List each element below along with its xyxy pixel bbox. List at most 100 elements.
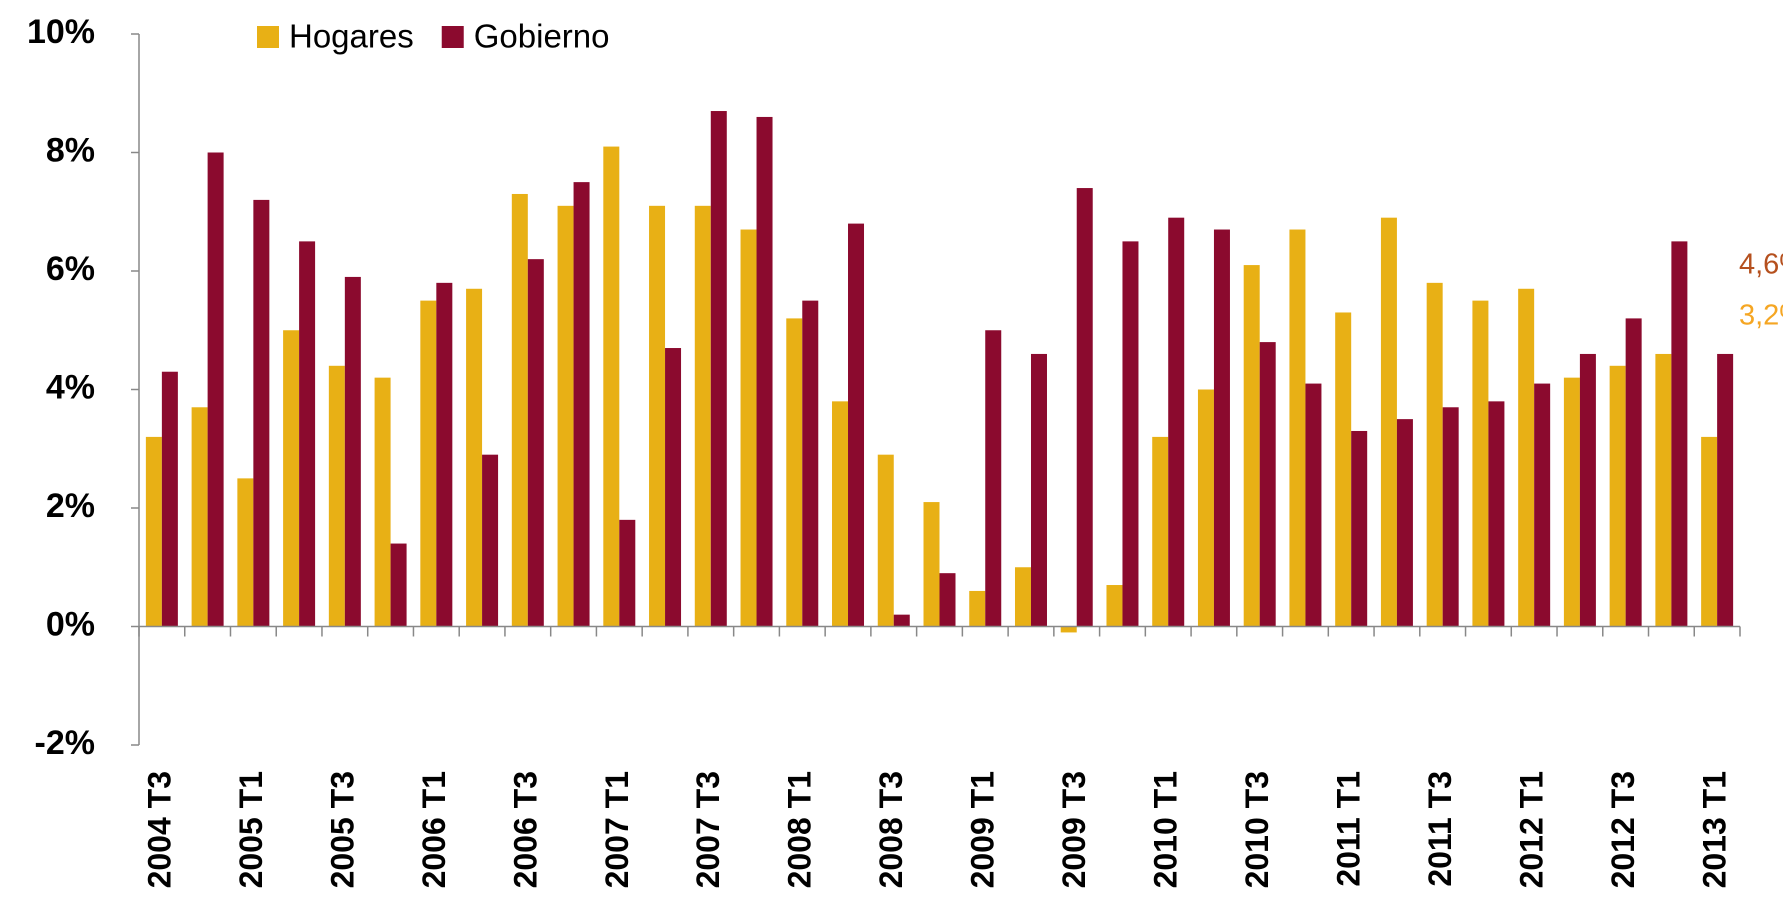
bar (344, 276, 361, 627)
bar (1442, 407, 1459, 627)
bar (969, 590, 986, 627)
bar (283, 330, 300, 627)
bar (1396, 419, 1413, 627)
bar (557, 205, 574, 627)
bar (939, 573, 956, 627)
bar (1197, 389, 1214, 627)
x-tick-label: 2009 T3 (1056, 771, 1092, 888)
bar (756, 116, 773, 627)
x-tick-label: 2013 T1 (1697, 771, 1733, 888)
bar (1060, 626, 1077, 633)
bar (1472, 300, 1489, 627)
bar (1014, 567, 1031, 627)
x-tick-label: 2005 T1 (233, 771, 269, 888)
bar (1579, 353, 1596, 627)
bar (649, 205, 666, 627)
x-tick-label: 2009 T1 (965, 771, 1001, 888)
bar (877, 454, 894, 627)
bar (1243, 265, 1260, 627)
bar (1701, 436, 1718, 627)
bar (1335, 312, 1352, 627)
x-tick-label: 2011 T3 (1422, 771, 1458, 887)
x-tick-label: 2008 T1 (782, 771, 818, 888)
bar (1518, 288, 1535, 627)
bar (1152, 436, 1169, 627)
x-tick-label: 2004 T3 (141, 771, 177, 888)
bar (923, 502, 940, 627)
bar (1289, 229, 1306, 627)
x-tick-label: 2006 T3 (507, 771, 543, 888)
bar (1534, 383, 1551, 627)
bar (1213, 229, 1230, 627)
bar (436, 282, 453, 627)
bar (1122, 241, 1139, 627)
bar (893, 614, 910, 627)
x-tick-label: 2010 T3 (1239, 771, 1275, 888)
bar (420, 300, 437, 627)
bar (527, 259, 544, 627)
bar (1671, 241, 1688, 627)
value-label: 4,6% (1739, 249, 1783, 281)
bar (237, 478, 254, 627)
bar (1030, 353, 1047, 627)
bar (1380, 217, 1397, 627)
x-tick-label: 2007 T1 (599, 771, 635, 888)
bar (1609, 365, 1626, 627)
bar (253, 199, 270, 627)
bar (390, 543, 407, 627)
bar (1076, 188, 1093, 627)
x-tick-label: 2007 T3 (690, 771, 726, 888)
bar (603, 146, 620, 627)
bar (1563, 377, 1580, 627)
legend-swatch (257, 26, 279, 48)
y-tick-label: 0% (46, 605, 95, 643)
bar (740, 229, 757, 627)
bar (1106, 585, 1123, 627)
x-tick-label: 2008 T3 (873, 771, 909, 888)
legend-label: Gobierno (474, 18, 610, 55)
legend-label: Hogares (289, 18, 414, 55)
y-tick-label: -2% (35, 724, 95, 762)
legend-swatch (441, 26, 464, 48)
bar (374, 377, 391, 627)
bar (710, 111, 727, 627)
bar (619, 519, 636, 627)
x-tick-label: 2005 T3 (324, 771, 360, 888)
value-label: 3,2% (1739, 300, 1783, 332)
x-tick-label: 2006 T1 (416, 771, 452, 888)
bar (848, 223, 865, 627)
bar (207, 152, 224, 627)
bar (985, 330, 1002, 627)
bar (1717, 353, 1734, 627)
bar (161, 371, 178, 627)
y-tick-label: 8% (46, 131, 95, 169)
y-tick-label: 10% (27, 13, 95, 51)
y-tick-label: 2% (46, 487, 95, 525)
bar (1168, 217, 1185, 627)
bar (1305, 383, 1322, 627)
bar (573, 182, 590, 627)
bar (832, 401, 849, 627)
bar (511, 193, 528, 627)
bar (1351, 430, 1368, 627)
bar (145, 436, 162, 627)
bar (665, 348, 682, 627)
bar (802, 300, 819, 627)
bar (1655, 353, 1672, 627)
bar (328, 365, 345, 627)
x-tick-label: 2011 T1 (1331, 771, 1367, 887)
bar (1259, 342, 1276, 627)
y-tick-label: 6% (46, 250, 95, 288)
bar (1426, 282, 1443, 627)
bar (466, 288, 483, 627)
x-tick-label: 2012 T3 (1605, 771, 1641, 888)
bar (694, 205, 711, 627)
bar (786, 318, 803, 627)
bar (1625, 318, 1642, 627)
x-tick-label: 2012 T1 (1514, 771, 1550, 888)
bar (191, 407, 208, 627)
bar (1488, 401, 1505, 627)
bar (299, 241, 316, 627)
